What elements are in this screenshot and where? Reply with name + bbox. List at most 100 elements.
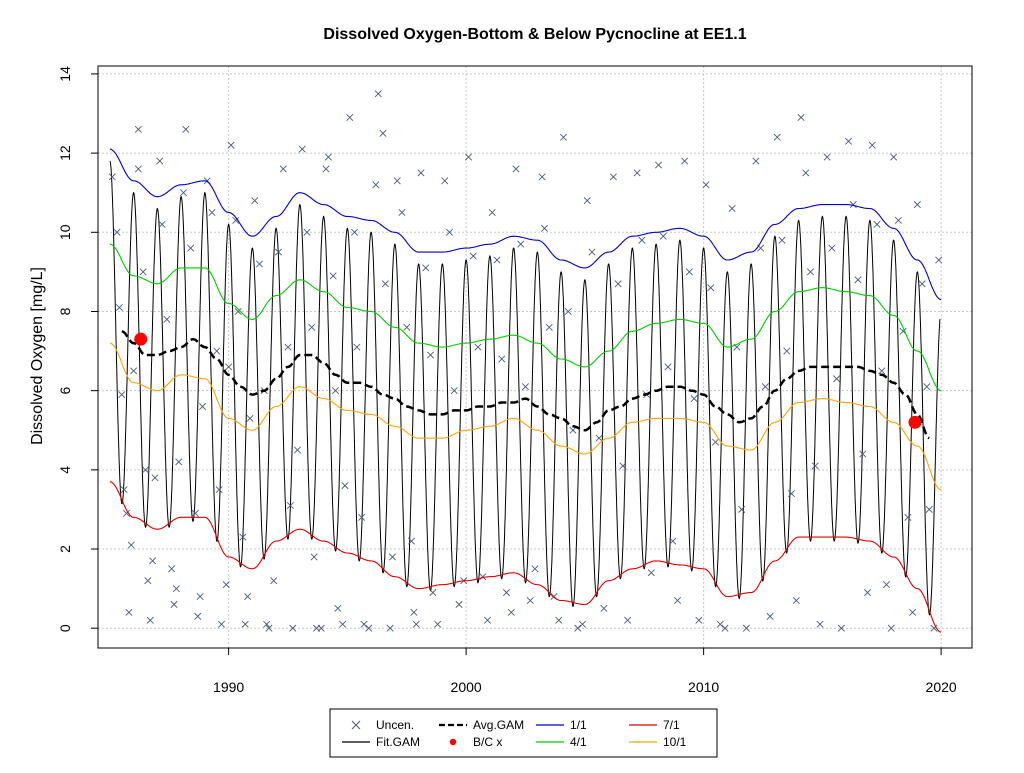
- uncen-point: [234, 307, 242, 315]
- uncen-point: [517, 240, 525, 248]
- uncen-point: [787, 490, 796, 498]
- legend-label: 1/1: [570, 718, 587, 732]
- y-tick-label: 6: [57, 387, 73, 395]
- uncen-point: [232, 216, 240, 224]
- uncen-point: [669, 537, 677, 545]
- uncen-point: [695, 616, 703, 624]
- uncen-point: [445, 228, 454, 236]
- uncen-point: [685, 268, 693, 276]
- uncen-point: [293, 446, 302, 454]
- legend-label: 10/1: [663, 735, 687, 749]
- uncen-point: [564, 307, 572, 315]
- uncen-point: [113, 228, 121, 236]
- uncen-point: [578, 620, 587, 628]
- uncen-point: [412, 620, 420, 628]
- legend-label: Avg.GAM: [473, 718, 524, 732]
- uncen-point: [925, 505, 933, 513]
- axes: 1990 2000 2010 2020 0 2 4 6 8 10 12 14: [57, 66, 957, 695]
- uncen-point: [614, 280, 622, 288]
- uncen-point: [244, 593, 252, 601]
- uncen-point: [833, 375, 841, 383]
- uncen-point: [600, 604, 608, 612]
- uncen-point: [583, 197, 591, 205]
- uncen-point: [398, 208, 406, 217]
- uncen-point: [783, 347, 791, 355]
- uncen-point: [215, 486, 223, 494]
- uncen-point: [284, 343, 292, 351]
- legend-label: Uncen.: [376, 718, 414, 732]
- series-lines: [109, 148, 942, 633]
- uncen-point: [187, 244, 195, 252]
- uncen-point: [286, 501, 294, 509]
- uncen-point: [918, 280, 926, 288]
- uncen-point: [122, 509, 131, 517]
- legend-label: 4/1: [570, 735, 587, 749]
- legend-item: 7/1: [629, 718, 680, 732]
- legend: Uncen. Fit.GAM Avg.GAM B/C x 1/1 4/1 7/1 10/1: [329, 708, 718, 758]
- uncen-point: [310, 553, 318, 561]
- uncen-point: [265, 624, 273, 632]
- legend-swatch: [351, 720, 361, 730]
- uncen-point: [474, 343, 482, 351]
- uncen-point: [239, 533, 247, 541]
- y-tick-label: 14: [57, 66, 73, 82]
- uncen-point: [664, 363, 672, 371]
- y-tick-label: 12: [57, 145, 73, 161]
- uncen-point: [728, 205, 736, 213]
- uncen-point: [828, 244, 836, 252]
- uncen-point: [711, 438, 720, 446]
- uncen-point: [609, 173, 617, 181]
- uncen-point: [381, 280, 389, 288]
- uncen-point: [716, 620, 724, 628]
- uncen-point: [811, 462, 819, 470]
- uncen-point: [208, 208, 216, 217]
- uncen-point: [849, 201, 857, 209]
- uncen-point: [227, 141, 235, 149]
- uncen-point: [429, 589, 437, 597]
- uncensored-points: [108, 90, 943, 632]
- legend-item: 1/1: [536, 718, 587, 732]
- uncen-point: [146, 616, 154, 624]
- legend-item: Fit.GAM: [342, 735, 420, 749]
- uncen-point: [493, 256, 501, 264]
- uncen-point: [217, 620, 226, 628]
- uncen-point: [134, 165, 142, 173]
- uncen-point: [156, 157, 164, 165]
- uncen-point: [120, 486, 128, 494]
- uncen-point: [502, 589, 511, 597]
- legend-item: 10/1: [629, 735, 687, 749]
- uncen-point: [341, 482, 349, 490]
- uncen-point: [619, 462, 627, 470]
- uncen-point: [721, 624, 729, 632]
- uncen-point: [512, 165, 520, 173]
- uncen-point: [441, 177, 449, 185]
- uncen-point: [353, 343, 361, 351]
- uncen-point: [191, 509, 199, 517]
- uncen-point: [331, 387, 340, 395]
- legend-item: Avg.GAM: [439, 718, 524, 732]
- uncen-point: [868, 141, 876, 149]
- uncen-point: [388, 553, 397, 561]
- uncen-point: [483, 616, 492, 624]
- uncen-point: [251, 197, 259, 205]
- uncen-point: [859, 450, 867, 458]
- uncen-point: [479, 573, 487, 581]
- uncen-point: [225, 363, 233, 371]
- uncen-point: [647, 569, 655, 577]
- uncen-point: [196, 593, 204, 601]
- x-tick-label: 2000: [451, 679, 482, 695]
- uncen-point: [298, 145, 306, 153]
- uncen-point: [455, 600, 463, 608]
- uncen-point: [878, 367, 886, 375]
- uncen-point: [130, 367, 138, 375]
- uncen-point: [372, 181, 380, 189]
- uncen-point: [633, 169, 641, 177]
- uncen-point: [158, 220, 166, 228]
- uncen-point: [690, 395, 698, 403]
- uncen-point: [151, 474, 159, 482]
- uncen-point: [806, 268, 815, 276]
- uncen-point: [923, 383, 931, 391]
- uncen-point: [134, 125, 142, 133]
- uncen-point: [149, 557, 157, 565]
